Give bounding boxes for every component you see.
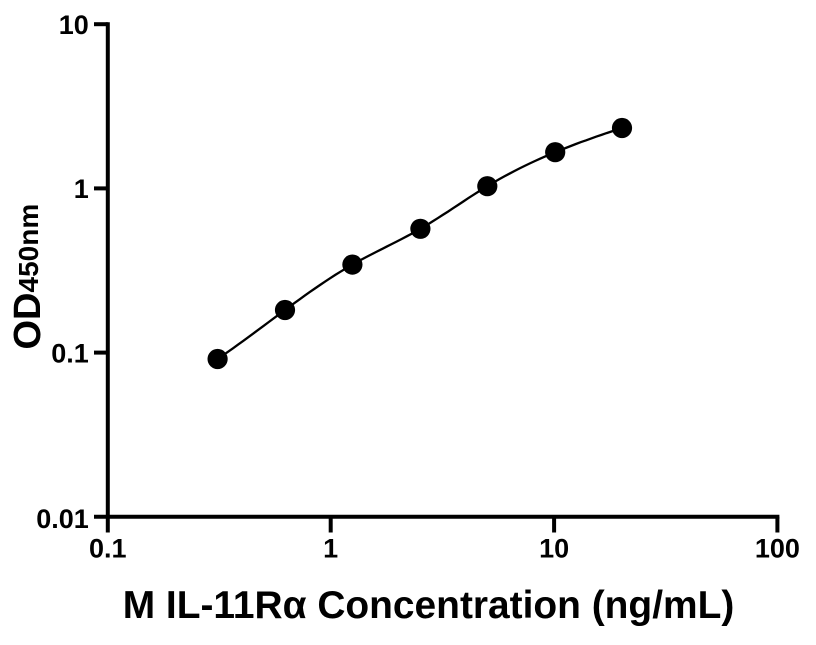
svg-text:1: 1 [323,534,338,564]
svg-text:100: 100 [755,534,800,564]
svg-text:0.01: 0.01 [36,504,89,534]
svg-text:10: 10 [539,534,569,564]
svg-text:1: 1 [74,174,89,204]
svg-text:0.1: 0.1 [89,534,127,564]
svg-text:10: 10 [59,10,89,40]
svg-text:M IL-11Rα Concentration (ng/mL: M IL-11Rα Concentration (ng/mL) [123,584,735,627]
svg-text:0.1: 0.1 [51,338,89,368]
svg-text:OD450nm: OD450nm [7,204,49,350]
